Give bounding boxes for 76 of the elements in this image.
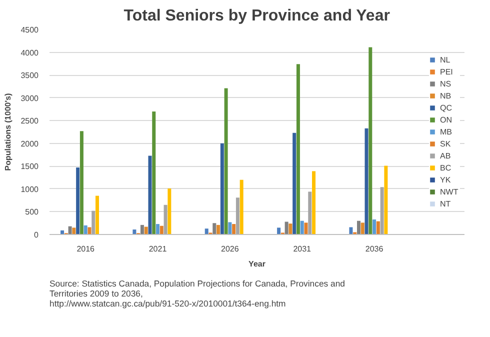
y-tick-label: 500: [25, 208, 40, 217]
chart-title: Total Seniors by Province and Year: [124, 8, 390, 24]
bar: [384, 166, 388, 234]
bar: [84, 225, 88, 234]
legend-label: MB: [440, 127, 453, 136]
bar: [88, 227, 92, 234]
bar: [368, 47, 372, 234]
bar: [95, 196, 99, 234]
bar: [349, 227, 353, 234]
bar: [80, 131, 84, 234]
bar: [380, 187, 384, 234]
y-axis-title: Populations (1000's): [4, 92, 13, 171]
y-tick-label: 2500: [20, 116, 40, 126]
bar: [360, 222, 364, 234]
bar: [76, 168, 80, 234]
bar: [232, 224, 236, 234]
legend-label: QC: [440, 103, 453, 112]
legend-label: PEI: [440, 67, 454, 76]
x-axis-title: Year: [248, 260, 266, 268]
bar: [356, 220, 360, 234]
bar: [220, 143, 224, 234]
bar: [204, 228, 208, 234]
bar: [156, 224, 160, 234]
bar: [216, 224, 220, 234]
y-tick-label: 1500: [20, 162, 40, 172]
legend-label: ON: [440, 115, 453, 124]
bar: [68, 226, 72, 234]
bar: [140, 224, 144, 234]
bar: [160, 226, 164, 234]
bar: [224, 88, 228, 234]
bar: [240, 180, 244, 234]
bar: [212, 223, 216, 234]
legend-label: NT: [440, 199, 452, 208]
legend-label: BC: [440, 163, 452, 172]
y-tick-label: 4000: [20, 48, 40, 58]
bar: [277, 228, 281, 234]
bar: [312, 171, 316, 234]
bar: [292, 132, 296, 234]
legend-label: SK: [440, 139, 452, 148]
y-tick-label: 4500: [20, 26, 40, 34]
bar: [364, 128, 368, 234]
bar: [144, 226, 148, 234]
x-tick-label: 2016: [76, 244, 96, 254]
source-note: Source: Statistics Canada, Population Projections for Canada, Provinces and Territories 2009 to 2036, http://www.statcan.gc.ca/pub/91-520-x/2010001/t364-eng.htm: [50, 278, 346, 308]
legend-label: NS: [440, 79, 452, 88]
bar: [284, 222, 288, 234]
y-tick-label: 1000: [20, 184, 40, 194]
bar: [304, 222, 308, 234]
legend-label: NB: [440, 91, 452, 100]
bar: [132, 229, 136, 234]
y-tick-label: 0: [34, 230, 40, 240]
bar: [236, 198, 240, 234]
legend-label: NL: [440, 55, 452, 64]
bar: [72, 228, 76, 234]
legend-label: NWT: [440, 187, 460, 196]
bar: [376, 221, 380, 234]
x-tick-label: 2021: [148, 244, 168, 254]
x-tick-label: 2031: [293, 244, 312, 254]
bar: [296, 64, 300, 234]
bar: [92, 210, 96, 234]
bar: [148, 156, 152, 234]
x-tick-label: 2026: [221, 244, 240, 254]
bar: [228, 222, 232, 234]
y-tick-label: 3500: [20, 71, 40, 80]
bar: [164, 204, 168, 234]
y-tick-label: 2000: [20, 139, 40, 148]
legend-label: YK: [440, 175, 452, 184]
bar: [308, 192, 312, 234]
y-tick-label: 3000: [20, 94, 40, 103]
bar: [152, 112, 156, 234]
legend-label: AB: [440, 151, 452, 160]
bar: [168, 188, 172, 234]
x-tick-label: 2036: [365, 244, 384, 254]
bar: [300, 220, 304, 234]
bar: [372, 219, 376, 234]
bar: [288, 224, 292, 234]
